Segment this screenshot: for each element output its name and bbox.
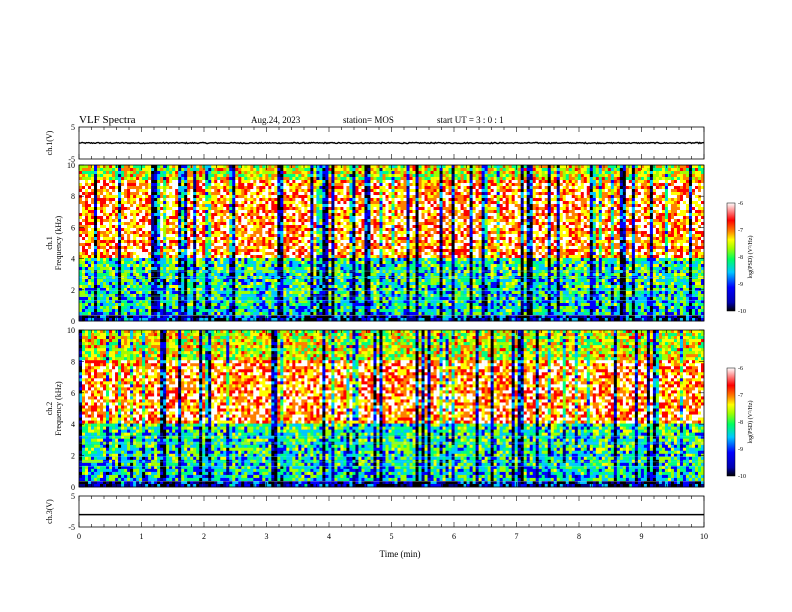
y-tick-label: 2 xyxy=(71,452,75,461)
y-axis-label: ch.2 xyxy=(45,402,54,416)
y-axis-label: ch.1 xyxy=(45,236,54,250)
colorbar-tick-label: -6 xyxy=(738,201,743,207)
spectrogram-cells xyxy=(79,165,704,321)
colorbar-tick-label: -7 xyxy=(738,393,743,399)
colorbar-2: -6 -7 -8 -9 -10 log(PSD) (V²/Hz) xyxy=(727,366,754,480)
y-tick-label: 5 xyxy=(71,492,75,501)
x-tick-label: 3 xyxy=(265,532,269,541)
colorbar-tick-label: -7 xyxy=(738,228,743,234)
date-label: Aug.24, 2023 xyxy=(251,115,301,125)
waveform-trace xyxy=(79,142,704,143)
y-tick-label: 0 xyxy=(71,483,75,492)
y-tick-label: 10 xyxy=(67,326,75,335)
colorbar-tick-label: -10 xyxy=(738,474,746,480)
colorbar-tick-label: -10 xyxy=(738,309,746,315)
x-tick-label: 7 xyxy=(515,532,519,541)
x-tick-label: 0 xyxy=(77,532,81,541)
y-tick-label: 5 xyxy=(71,123,75,132)
y-tick-label: 10 xyxy=(67,161,75,170)
y-tick-label: 0 xyxy=(71,317,75,326)
y-tick-label: 4 xyxy=(71,420,75,429)
y-tick-label: 2 xyxy=(71,286,75,295)
colorbar-tick-label: -9 xyxy=(738,282,743,288)
y-tick-label: 6 xyxy=(71,223,75,232)
y-axis-label: ch.1(V) xyxy=(45,130,54,155)
y-tick-label: 8 xyxy=(71,192,75,201)
x-tick-label: 9 xyxy=(640,532,644,541)
ch1-waveform: 5-5ch.1(V) xyxy=(45,123,704,164)
y-tick-label: 6 xyxy=(71,389,75,398)
x-tick-label: 6 xyxy=(452,532,456,541)
colorbar-gradient xyxy=(727,203,735,311)
colorbars: -6 -7 -8 -9 -10 log(PSD) (V²/Hz) -6 -7 -8 -9 -10 lo… xyxy=(727,201,754,480)
y-tick-label: 4 xyxy=(71,255,75,264)
y-axis-label: Frequency (kHz) xyxy=(54,381,63,436)
x-tick-label: 1 xyxy=(140,532,144,541)
ch2-spectrogram: 0 2 4 6 8 10 ch.2 Frequency (kHz) xyxy=(45,326,704,492)
colorbar-tick-label: -8 xyxy=(738,420,743,426)
colorbar-1: -6 -7 -8 -9 -10 log(PSD) (V²/Hz) xyxy=(727,201,754,315)
station-label: station= MOS xyxy=(343,115,394,125)
x-tick-label: 5 xyxy=(390,532,394,541)
colorbar-label: log(PSD) (V²/Hz) xyxy=(747,401,754,444)
spectrogram-cells xyxy=(79,330,704,487)
x-axis-label: Time (min) xyxy=(380,549,421,559)
colorbar-tick-label: -9 xyxy=(738,447,743,453)
colorbar-tick-label: -6 xyxy=(738,366,743,372)
chart-title: VLF Spectra xyxy=(79,114,136,126)
ch1-spectrogram: 0 2 4 6 8 10 ch.1 Frequency (kHz) xyxy=(45,161,704,326)
x-tick-label: 10 xyxy=(700,532,708,541)
y-axis-label: ch.3(V) xyxy=(45,499,54,524)
start-ut-label: start UT = 3 : 0 : 1 xyxy=(437,115,504,125)
colorbar-label: log(PSD) (V²/Hz) xyxy=(747,236,754,279)
x-tick-label: 2 xyxy=(202,532,206,541)
y-axis-label: Frequency (kHz) xyxy=(54,215,63,270)
ch3-waveform: 5 -50 1 2 3 4 5 6 7 8 9 10 ch.3(V) xyxy=(45,492,708,541)
x-tick-label: 8 xyxy=(577,532,581,541)
x-tick-label: 4 xyxy=(327,532,331,541)
colorbar-tick-label: -8 xyxy=(738,255,743,261)
colorbar-gradient xyxy=(727,368,735,476)
y-tick-label: -5 xyxy=(68,523,75,532)
y-tick-label: 8 xyxy=(71,357,75,366)
